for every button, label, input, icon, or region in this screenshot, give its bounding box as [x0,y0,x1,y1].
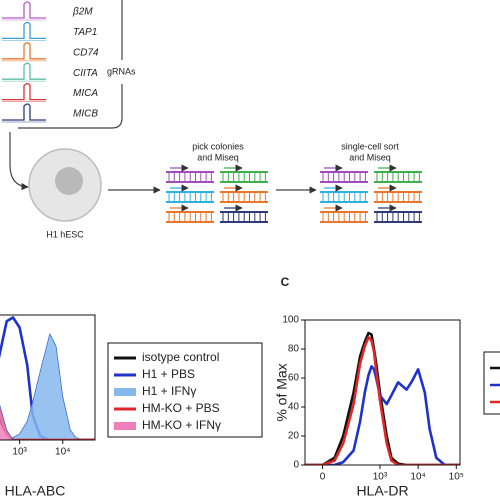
y-tick-label: 80 [288,344,300,355]
x-axis-label: HLA-DR [356,483,408,499]
grna-label: MICB [73,109,98,120]
step-label: single-cell sort [341,141,399,151]
panel-label: C [281,275,290,289]
cell-label: H1 hESC [46,229,84,239]
legend-label: HM-KO + PBS [142,401,220,415]
plot-area [305,331,460,465]
legend-swatch [114,422,136,430]
histogram-area [0,333,95,440]
legend-label: H1 + PBS [142,367,195,381]
step-label: pick colonies [192,141,244,151]
bracket [18,0,123,129]
y-tick-label: 0 [293,460,299,471]
grna-icon [2,42,46,60]
y-tick-label: 20 [288,431,300,442]
plot-frame [0,314,96,441]
legend-label: HM-KO + IFNγ [142,418,221,432]
grna-label: MICA [73,88,98,99]
histogram-line [0,316,95,440]
grna-icon [2,62,46,80]
legend-box [483,351,500,415]
grna-label: CD74 [73,47,99,58]
legend-swatch [114,388,136,396]
x-axis-label: HLA-ABC [5,483,66,499]
grna-icon [2,82,46,101]
x-tick-label: 10⁴ [410,472,425,483]
grnas-label: gRNAs [107,66,136,76]
step-label: and Miseq [349,152,391,162]
histogram-line [305,336,460,465]
nucleus [55,167,83,195]
x-tick-label: 10³ [373,472,388,483]
plot-frame [304,319,461,466]
arrow [9,132,29,191]
y-tick-label: 100 [282,315,299,326]
legend-label: H1 + IFNγ [142,384,196,398]
legend-label: isotype control [142,350,219,364]
y-tick-label: 60 [288,373,300,384]
grna-label: CIITA [73,68,98,79]
y-axis-label: % of Max [274,363,290,421]
step-label: and Miseq [197,152,239,162]
grna-icon [2,21,46,40]
grna-icon [2,1,46,19]
grna-label: TAP1 [73,27,97,38]
plot-area [0,316,95,440]
y-tick-label: 40 [288,402,300,413]
x-tick-label: 10³ [12,447,27,458]
x-tick-label: 10⁴ [55,447,70,458]
x-tick-label: 10⁵ [449,472,464,483]
grna-label: β2M [72,7,93,18]
histogram-area [0,404,95,440]
x-tick-label: 0 [320,472,326,483]
grna-icon [2,103,46,121]
